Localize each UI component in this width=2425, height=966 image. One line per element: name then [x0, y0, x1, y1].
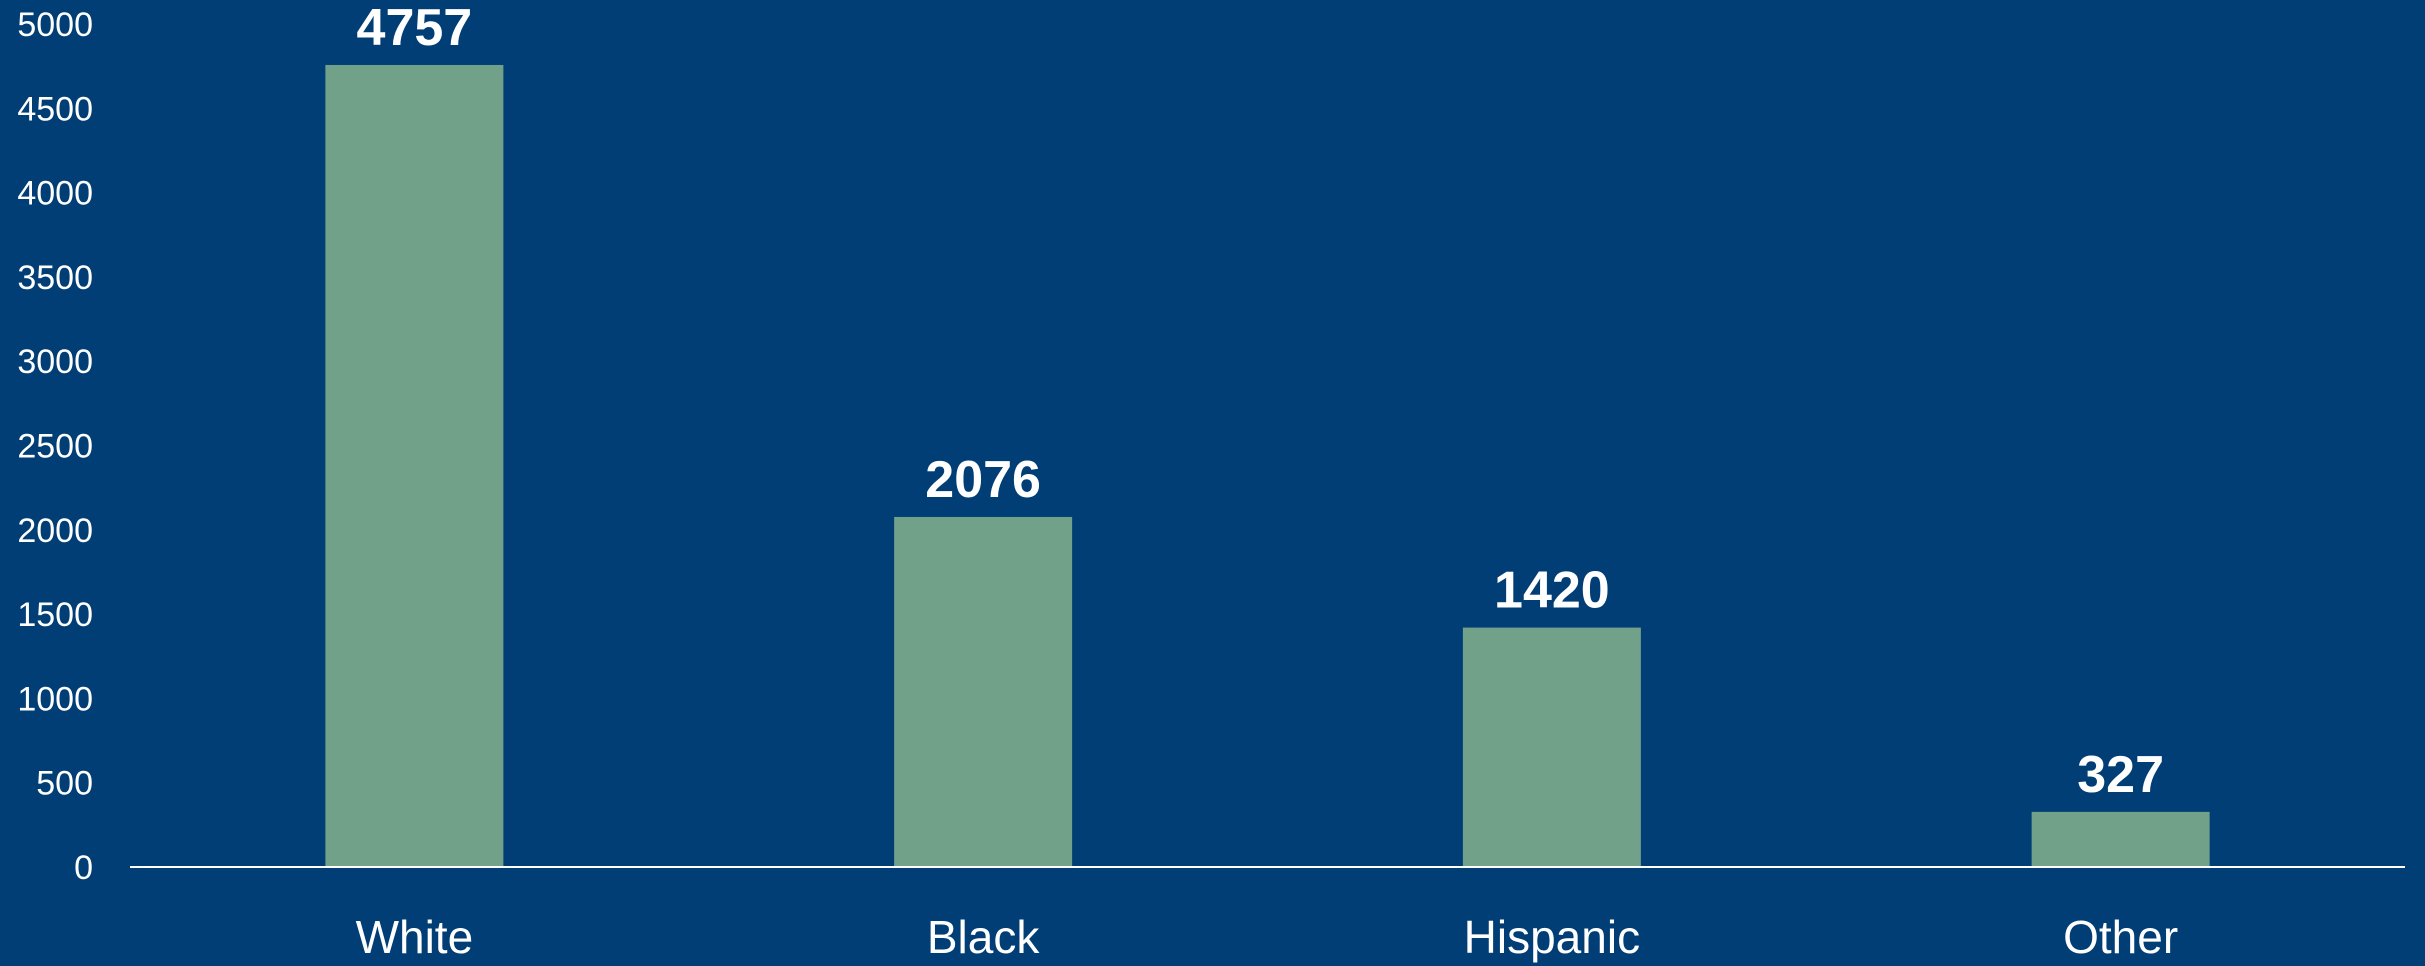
bar-other — [2031, 811, 2210, 867]
category-labels-group: White Black Hispanic Other — [356, 911, 2179, 963]
y-tick-label: 4000 — [17, 175, 93, 213]
data-label-black: 2076 — [925, 451, 1041, 509]
bar-white — [325, 64, 504, 868]
bars-group — [325, 64, 2210, 868]
y-tick-label: 2500 — [17, 428, 93, 466]
category-label-other: Other — [2063, 911, 2178, 963]
category-label-black: Black — [927, 911, 1040, 963]
y-tick-label: 3000 — [17, 343, 93, 381]
y-tick-label: 3500 — [17, 259, 93, 297]
bar-hispanic — [1462, 627, 1641, 867]
y-tick-label: 2000 — [17, 512, 93, 550]
y-axis-ticks: 0 500 1000 1500 2000 2500 3000 3500 4000 4500 5000 — [17, 6, 93, 887]
y-tick-label: 0 — [74, 849, 93, 887]
y-tick-label: 500 — [36, 765, 93, 803]
y-tick-label: 4500 — [17, 90, 93, 128]
category-label-white: White — [356, 911, 474, 963]
y-tick-label: 5000 — [17, 6, 93, 44]
bar-black — [894, 516, 1073, 867]
category-label-hispanic: Hispanic — [1464, 911, 1640, 963]
data-label-white: 4757 — [357, 0, 473, 57]
data-label-other: 327 — [2077, 746, 2164, 804]
y-tick-label: 1000 — [17, 680, 93, 718]
data-label-hispanic: 1420 — [1494, 562, 1610, 620]
data-labels-group: 4757 2076 1420 327 — [357, 0, 2164, 804]
y-tick-label: 1500 — [17, 596, 93, 634]
